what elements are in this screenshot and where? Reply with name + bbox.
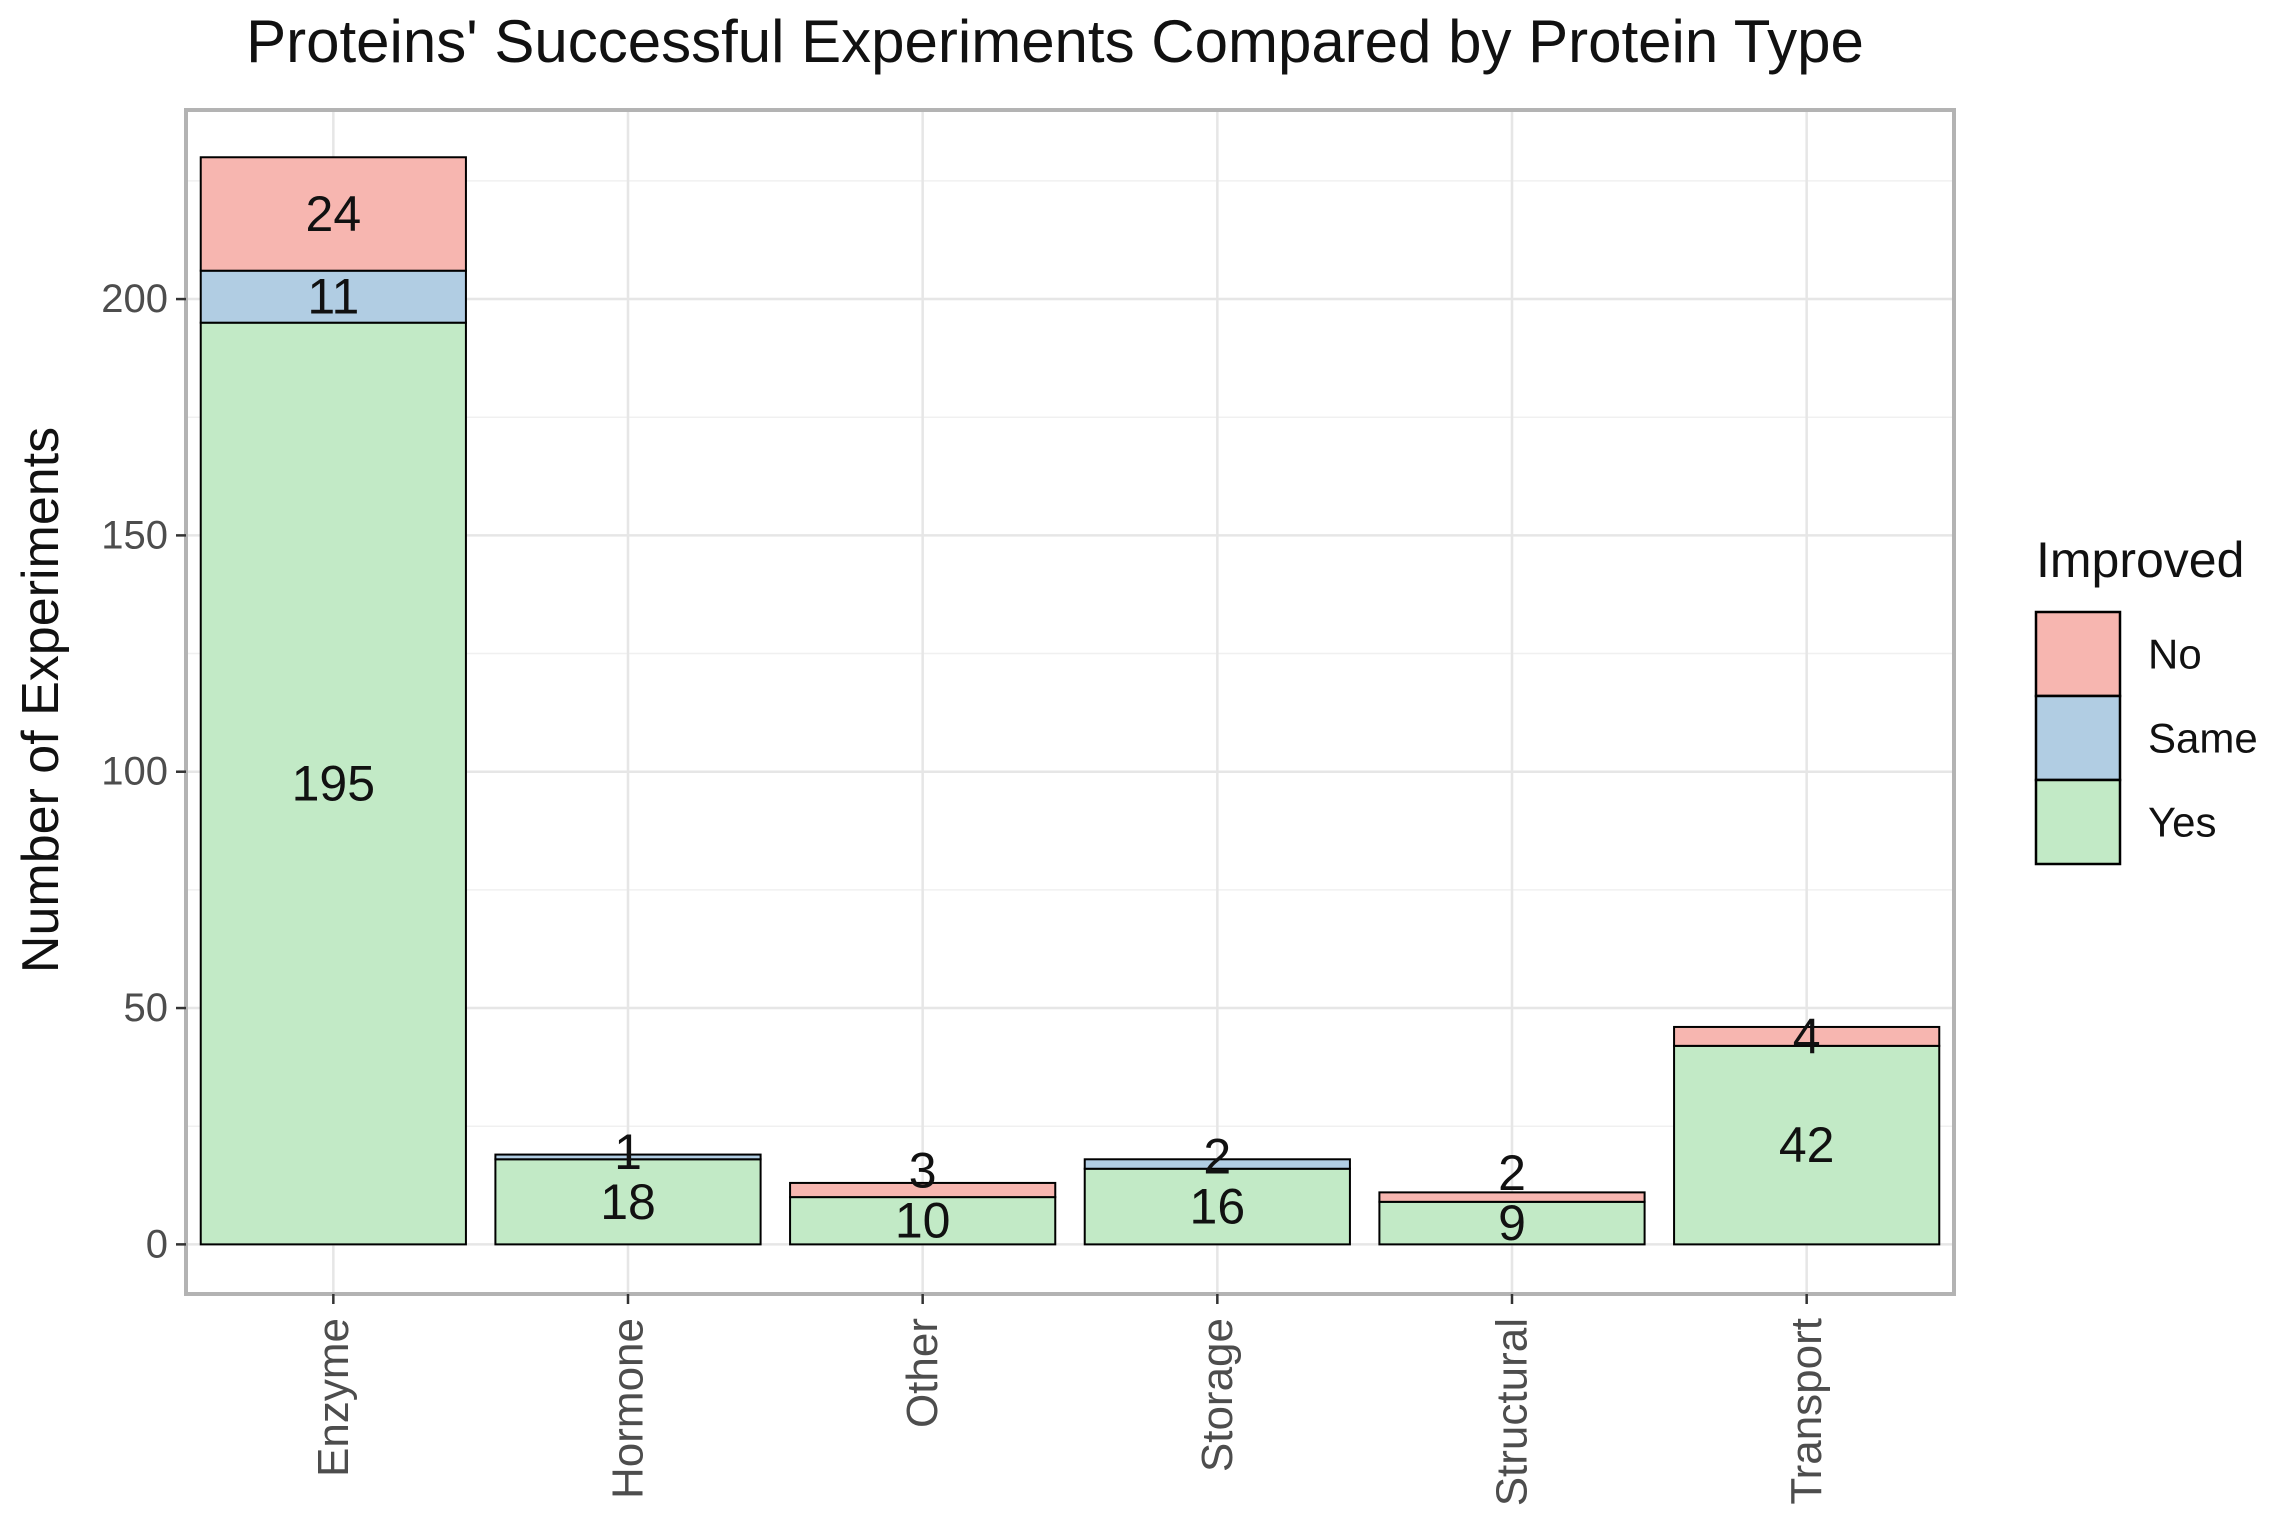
bar-storage-yes <box>1083 1167 1351 1246</box>
data-label: 16 <box>1190 1179 1246 1235</box>
y-tick-label: 0 <box>146 1222 168 1266</box>
data-label: 9 <box>1498 1195 1526 1251</box>
legend-title: Improved <box>2036 532 2244 588</box>
y-axis: 0 50 100 150 200 <box>101 277 186 1266</box>
data-label: 4 <box>1793 1008 1821 1064</box>
x-tick-label-hormone: Hormone <box>604 1318 653 1499</box>
bar-other-no <box>789 1181 1057 1199</box>
bar-structural-no <box>1378 1191 1646 1203</box>
legend-key-yes <box>2034 778 2122 866</box>
legend: Improved No Same Yes <box>2034 532 2258 866</box>
y-tick-label: 50 <box>124 986 169 1030</box>
data-label: 24 <box>306 186 362 242</box>
legend-label-yes: Yes <box>2148 799 2217 846</box>
bar-transport-no <box>1673 1025 1941 1047</box>
bar-enzyme-no <box>199 156 467 272</box>
x-tick-label-transport: Transport <box>1782 1318 1831 1505</box>
legend-label-same: Same <box>2148 715 2258 762</box>
bar-enzyme-yes <box>199 321 467 1246</box>
bar-hormone-same <box>494 1153 762 1161</box>
bar-enzyme-same <box>199 269 467 324</box>
panel-border <box>184 108 1956 1296</box>
data-label: 3 <box>909 1143 937 1199</box>
x-tick-label-other: Other <box>898 1318 947 1428</box>
data-label: 42 <box>1779 1117 1835 1173</box>
y-tick-label: 200 <box>101 277 168 321</box>
panel-border-layer <box>184 108 1956 1296</box>
y-tick-label: 100 <box>101 750 168 794</box>
data-label: 2 <box>1203 1129 1231 1185</box>
bars-layer <box>199 156 1941 1246</box>
data-label: 1 <box>614 1124 642 1180</box>
y-tick-label: 150 <box>101 513 168 557</box>
bar-transport-yes <box>1673 1044 1941 1246</box>
data-label: 195 <box>292 756 375 812</box>
data-label: 18 <box>600 1174 656 1230</box>
x-axis: Enzyme Hormone Other Storage Structural Trans… <box>309 1294 1831 1506</box>
chart-title: Proteins' Successful Experiments Compare… <box>246 8 1864 75</box>
x-tick-label-enzyme: Enzyme <box>309 1318 358 1477</box>
x-tick-label-storage: Storage <box>1193 1318 1242 1472</box>
y-axis-title: Number of Experiments <box>12 427 70 973</box>
data-label: 2 <box>1498 1145 1526 1201</box>
data-label: 10 <box>895 1193 951 1249</box>
legend-items: No Same Yes <box>2034 610 2258 866</box>
bar-hormone-yes <box>494 1158 762 1246</box>
legend-key-same <box>2034 694 2122 782</box>
bar-storage-same <box>1083 1158 1351 1170</box>
legend-key-no <box>2034 610 2122 698</box>
data-label: 11 <box>307 269 359 325</box>
legend-label-no: No <box>2148 631 2202 678</box>
x-tick-label-structural: Structural <box>1488 1318 1537 1506</box>
